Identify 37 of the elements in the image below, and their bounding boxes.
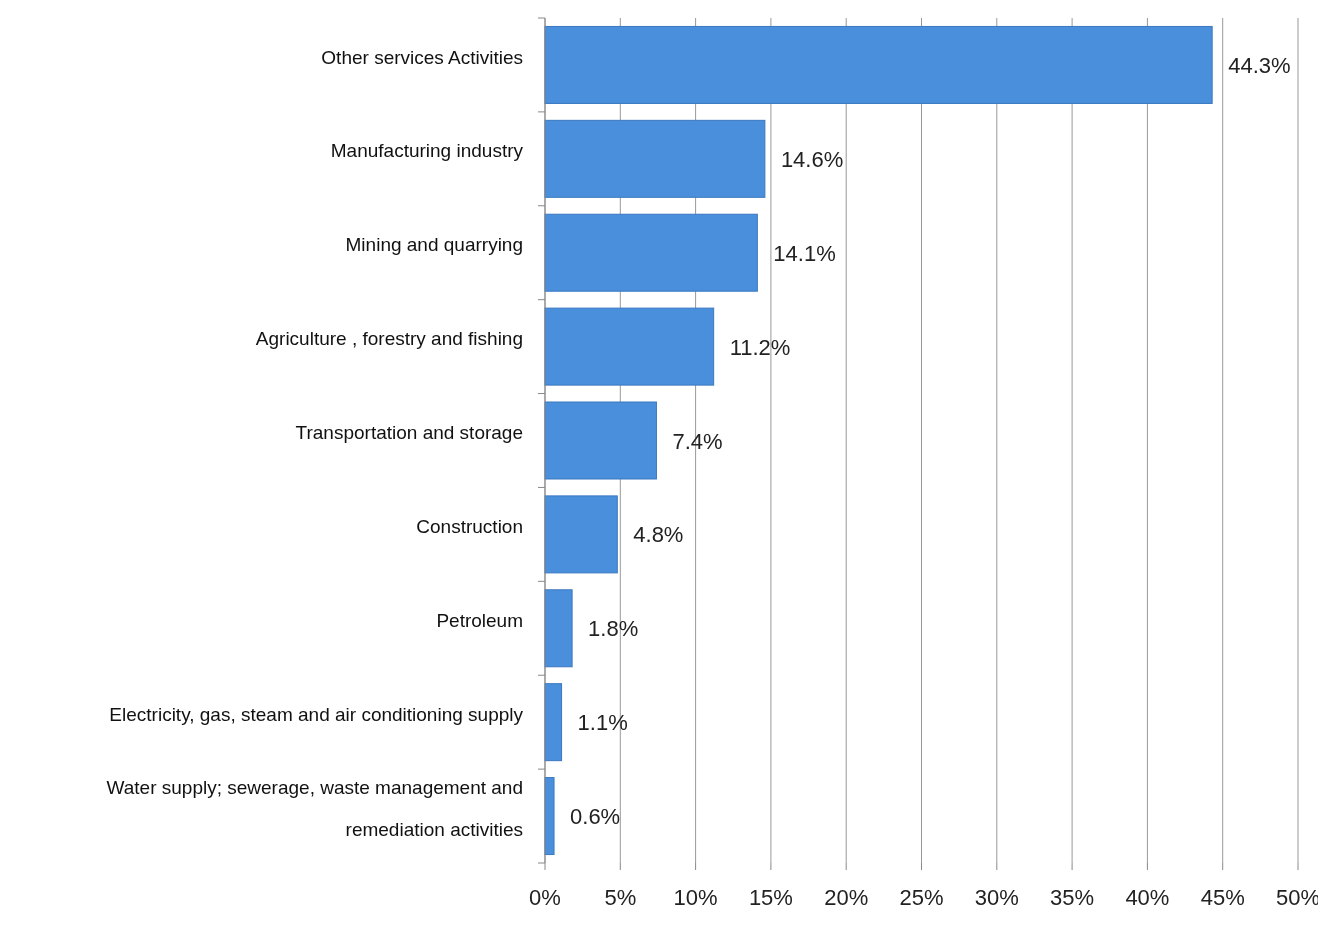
data-label: 7.4%	[672, 428, 723, 454]
data-label: 1.8%	[588, 616, 639, 642]
x-tick-label: 10%	[673, 885, 718, 910]
x-tick-label: 45%	[1200, 885, 1245, 910]
x-tick-label: 30%	[974, 885, 1019, 910]
y-tick-label: Water supply; sewerage, waste management and remediation activities	[106, 776, 523, 840]
bar	[544, 683, 563, 762]
data-label: 14.1%	[773, 240, 836, 266]
data-label: 44.3%	[1228, 52, 1291, 78]
bar	[544, 307, 715, 386]
y-tick-label: Mining and quarrying	[345, 234, 523, 256]
y-tick-label: Petroleum	[436, 609, 523, 631]
y-tick-label: Agriculture , forestry and fishing	[255, 328, 523, 350]
bar	[544, 495, 618, 574]
data-label: 1.1%	[577, 710, 628, 736]
bar	[544, 401, 657, 480]
x-tick-label: 25%	[899, 885, 944, 910]
x-tick-label: 0%	[529, 885, 561, 910]
x-tick-label: 40%	[1125, 885, 1170, 910]
x-tick-label: 15%	[748, 885, 793, 910]
bar	[544, 213, 758, 292]
bar	[544, 777, 555, 856]
data-label: 14.6%	[780, 146, 844, 172]
x-tick-label: 35%	[1050, 885, 1095, 910]
y-tick-label: Manufacturing industry	[330, 140, 524, 162]
x-tick-label: 20%	[824, 885, 869, 910]
x-tick-label: 5%	[604, 885, 637, 910]
y-tick-label: Transportation and storage	[295, 422, 523, 444]
bar	[544, 25, 1213, 104]
data-label: 11.2%	[729, 334, 791, 360]
data-label: 0.6%	[570, 804, 621, 830]
bar	[544, 119, 766, 198]
bar	[544, 589, 573, 668]
y-tick-label: Other services Activities	[321, 46, 523, 68]
data-label: 4.8%	[633, 522, 684, 548]
y-tick-label: Electricity, gas, steam and air conditioning supply	[109, 703, 524, 725]
y-tick-label: Construction	[416, 516, 523, 538]
